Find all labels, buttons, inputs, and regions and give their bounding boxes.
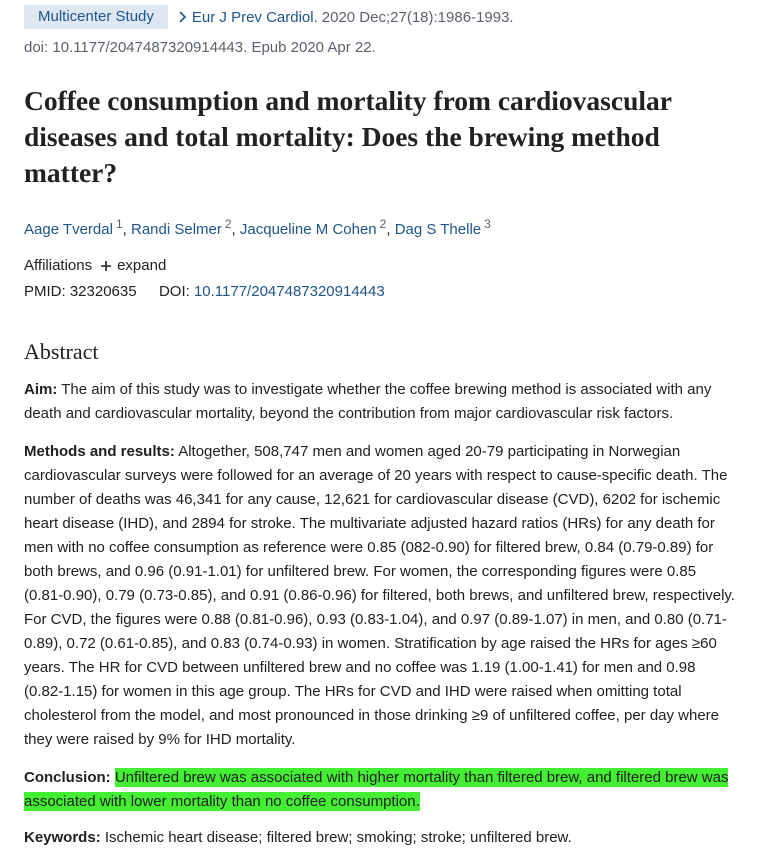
- doi-link[interactable]: 10.1177/2047487320914443: [193, 283, 385, 300]
- author-affiliation[interactable]: 2: [379, 217, 387, 231]
- abstract-heading: Abstract: [24, 339, 99, 364]
- article: Multicenter Study Eur J Prev Cardiol. 20…: [0, 5, 758, 850]
- author-name[interactable]: Randi Selmer: [130, 221, 222, 238]
- abstract-section: Aim: The aim of this study was to invest…: [24, 378, 736, 426]
- section-text: Altogether, 508,747 men and women aged 2…: [24, 443, 735, 748]
- abstract-section: Conclusion: Unfiltered brew was associat…: [24, 766, 736, 814]
- article-title: Coffee consumption and mortality from ca…: [24, 85, 672, 188]
- identifiers: PMID: 32320635 DOI: 10.1177/204748732091…: [24, 281, 736, 303]
- expand-toggle[interactable]: expand: [100, 255, 166, 277]
- author-name[interactable]: Dag S Thelle: [394, 221, 482, 238]
- citation: Eur J Prev Cardiol. 2020 Dec;27(18):1986…: [178, 9, 514, 26]
- author: Aage Tverdal 1,: [24, 217, 131, 238]
- journal-link[interactable]: Eur J Prev Cardiol.: [191, 8, 318, 26]
- keywords-label: Keywords:: [24, 829, 101, 846]
- author-affiliation[interactable]: 3: [484, 217, 491, 231]
- plus-icon: [101, 261, 112, 271]
- doi-line: doi: 10.1177/2047487320914443. Epub 2020…: [24, 39, 376, 56]
- author-affiliation[interactable]: 2: [224, 217, 232, 231]
- keywords-text: Ischemic heart disease; filtered brew; s…: [104, 829, 572, 846]
- author-separator: ,: [122, 221, 127, 238]
- pmid: 32320635: [69, 283, 137, 300]
- author-separator: ,: [386, 221, 391, 238]
- expand-label: expand: [117, 257, 167, 274]
- chevron-icon: [179, 11, 187, 23]
- author-separator: ,: [231, 221, 236, 238]
- section-text: Unfiltered brew was associated with high…: [24, 768, 729, 811]
- author-name[interactable]: Jacqueline M Cohen: [239, 221, 377, 238]
- abstract-body: Aim: The aim of this study was to invest…: [24, 378, 736, 814]
- author-list: Aage Tverdal 1, Randi Selmer 2, Jacqueline…: [24, 213, 736, 241]
- publication-type[interactable]: Multicenter Study: [24, 5, 168, 29]
- section-label: Methods and results:: [24, 443, 175, 460]
- author: Dag S Thelle 3: [394, 217, 491, 238]
- section-label: Conclusion:: [24, 769, 111, 786]
- keywords: Keywords: Ischemic heart disease; filter…: [24, 826, 736, 850]
- body: {"header": {"publication_type": "Multice…: [0, 5, 758, 856]
- citation-text: 2020 Dec;27(18):1986-1993.: [321, 8, 514, 26]
- author: Jacqueline M Cohen 2,: [239, 217, 395, 238]
- author: Randi Selmer 2,: [130, 217, 240, 238]
- author-name[interactable]: Aage Tverdal: [24, 221, 113, 238]
- doi-label: DOI:: [158, 283, 190, 300]
- section-label: Aim:: [24, 381, 58, 398]
- author-affiliation[interactable]: 1: [115, 217, 123, 231]
- pmid-label: PMID:: [24, 283, 66, 300]
- section-text: The aim of this study was to investigate…: [24, 381, 712, 422]
- affiliations: Affiliations expand: [24, 255, 736, 277]
- abstract-section: Methods and results: Altogether, 508,747…: [24, 440, 736, 752]
- affiliations-label: Affiliations: [24, 257, 93, 274]
- header-row: Multicenter Study Eur J Prev Cardiol. 20…: [24, 5, 736, 29]
